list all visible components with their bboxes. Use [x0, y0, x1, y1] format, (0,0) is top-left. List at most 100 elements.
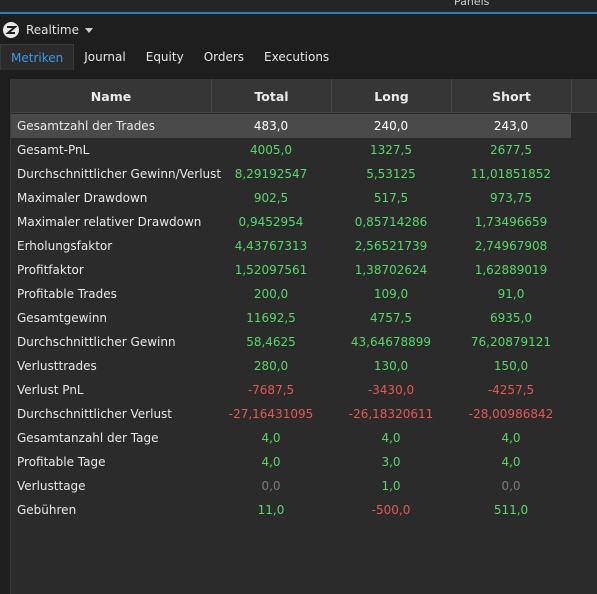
table-row[interactable]: Gesamtgewinn 11692,5 4757,5 6935,0 — [11, 306, 571, 330]
row-name: Maximaler relativer Drawdown — [17, 215, 202, 229]
row-long-value: 1327,5 — [370, 143, 412, 157]
row-short-value: 243,0 — [493, 119, 529, 133]
panel-header: Realtime — [0, 16, 597, 44]
row-total-value: 200,0 — [253, 287, 289, 301]
row-name: Profitable Trades — [17, 287, 117, 301]
row-short-value: 4,0 — [501, 431, 521, 445]
table-row[interactable]: Gesamtanzahl der Tage 4,0 4,0 4,0 — [11, 426, 571, 450]
row-short-value: 4,0 — [501, 455, 521, 469]
row-short-value: 150,0 — [493, 359, 529, 373]
row-name: Gesamtanzahl der Tage — [17, 431, 159, 445]
row-name: Durchschnittlicher Gewinn — [17, 335, 176, 349]
tab-bar: Metriken Journal Equity Orders Execution… — [0, 44, 597, 70]
row-name: Gesamt-PnL — [17, 143, 90, 157]
table-row[interactable]: Gesamt-PnL 4005,0 1327,5 2677,5 — [11, 138, 571, 162]
row-name: Gesamtgewinn — [17, 311, 108, 325]
tab-metriken[interactable]: Metriken — [0, 44, 75, 70]
row-short-value: 76,20879121 — [470, 335, 552, 349]
table-row[interactable]: Gebühren 11,0 -500,0 511,0 — [11, 498, 571, 522]
column-header-name[interactable]: Name — [11, 79, 212, 113]
table-row[interactable]: Verlusttage 0,0 1,0 0,0 — [11, 474, 571, 498]
row-long-value: 240,0 — [373, 119, 409, 133]
row-short-value: 973,75 — [490, 191, 532, 205]
table-row[interactable]: Maximaler Drawdown 902,5 517,5 973,75 — [11, 186, 571, 210]
row-short-value: 1,62889019 — [474, 263, 548, 277]
table-row[interactable]: Durchschnittlicher Gewinn/Verlust 8,29192… — [11, 162, 571, 186]
row-name: Durchschnittlicher Verlust — [17, 407, 173, 421]
table-row[interactable]: Gesamtzahl der Trades 483,0 240,0 243,0 — [11, 114, 571, 138]
row-long-value: 3,0 — [381, 455, 401, 469]
table-row[interactable]: Profitfaktor 1,52097561 1,38702624 1,628890… — [11, 258, 571, 282]
row-total-value: 0,9452954 — [238, 215, 304, 229]
row-total-value: 1,52097561 — [234, 263, 308, 277]
row-long-value: -26,18320611 — [348, 407, 434, 421]
row-total-value: 483,0 — [253, 119, 289, 133]
row-long-value: -3430,0 — [367, 383, 415, 397]
row-total-value: 58,4625 — [246, 335, 296, 349]
row-total-value: 4,43767313 — [234, 239, 308, 253]
row-name: Gebühren — [17, 503, 77, 517]
row-name: Verlusttage — [17, 479, 86, 493]
row-short-value: 91,0 — [497, 287, 525, 301]
row-long-value: 109,0 — [373, 287, 409, 301]
row-long-value: 130,0 — [373, 359, 409, 373]
row-total-value: 11,0 — [257, 503, 285, 517]
row-long-value: 1,38702624 — [354, 263, 428, 277]
row-total-value: 902,5 — [253, 191, 289, 205]
table-row[interactable]: Profitable Tage 4,0 3,0 4,0 — [11, 450, 571, 474]
row-total-value: 8,29192547 — [234, 167, 308, 181]
row-total-value: -7687,5 — [247, 383, 295, 397]
row-long-value: 4757,5 — [370, 311, 412, 325]
tab-equity[interactable]: Equity — [145, 50, 184, 64]
table-row[interactable]: Durchschnittlicher Gewinn 58,4625 43,64678… — [11, 330, 571, 354]
row-short-value: 2,74967908 — [474, 239, 548, 253]
row-long-value: 5,53125 — [366, 167, 416, 181]
row-long-value: -500,0 — [371, 503, 411, 517]
row-name: Durchschnittlicher Gewinn/Verlust — [17, 167, 222, 181]
panels-label[interactable]: Panels — [454, 0, 490, 8]
row-total-value: 280,0 — [253, 359, 289, 373]
tab-journal[interactable]: Journal — [84, 50, 126, 64]
row-short-value: -4257,5 — [487, 383, 535, 397]
row-short-value: -28,00986842 — [468, 407, 554, 421]
row-long-value: 1,0 — [381, 479, 401, 493]
table-row[interactable]: Erholungsfaktor 4,43767313 2,56521739 2,749… — [11, 234, 571, 258]
top-panel-bar: Panels — [0, 0, 597, 14]
row-total-value: 4,0 — [261, 431, 281, 445]
table-row[interactable]: Durchschnittlicher Verlust -27,16431095 -2… — [11, 402, 571, 426]
row-short-value: 1,73496659 — [474, 215, 548, 229]
row-total-value: 4005,0 — [250, 143, 292, 157]
metrics-table: Name Total Long Short Gesamtzahl der Tra… — [10, 79, 597, 594]
app-logo-icon — [3, 22, 19, 38]
tab-executions[interactable]: Executions — [264, 50, 330, 64]
table-row[interactable]: Maximaler relativer Drawdown 0,9452954 0,8… — [11, 210, 571, 234]
row-short-value: 0,0 — [501, 479, 521, 493]
column-header-total[interactable]: Total — [212, 79, 332, 113]
chevron-down-icon[interactable] — [84, 27, 93, 33]
row-short-value: 511,0 — [493, 503, 529, 517]
column-header-long[interactable]: Long — [332, 79, 452, 113]
row-name: Erholungsfaktor — [17, 239, 113, 253]
table-row[interactable]: Verlusttrades 280,0 130,0 150,0 — [11, 354, 571, 378]
table-header: Name Total Long Short — [11, 79, 597, 113]
column-header-short[interactable]: Short — [452, 79, 572, 113]
row-name: Maximaler Drawdown — [17, 191, 148, 205]
row-long-value: 517,5 — [373, 191, 409, 205]
tab-orders[interactable]: Orders — [203, 50, 245, 64]
row-total-value: -27,16431095 — [228, 407, 314, 421]
row-short-value: 11,01851852 — [470, 167, 552, 181]
row-short-value: 2677,5 — [490, 143, 532, 157]
row-long-value: 0,85714286 — [354, 215, 428, 229]
row-long-value: 4,0 — [381, 431, 401, 445]
row-short-value: 6935,0 — [490, 311, 532, 325]
row-name: Verlusttrades — [17, 359, 97, 373]
row-name: Verlust PnL — [17, 383, 84, 397]
table-row[interactable]: Profitable Trades 200,0 109,0 91,0 — [11, 282, 571, 306]
row-long-value: 2,56521739 — [354, 239, 428, 253]
table-row[interactable]: Verlust PnL -7687,5 -3430,0 -4257,5 — [11, 378, 571, 402]
realtime-dropdown-label[interactable]: Realtime — [26, 23, 79, 37]
row-long-value: 43,64678899 — [350, 335, 432, 349]
row-total-value: 11692,5 — [246, 311, 296, 325]
row-name: Profitfaktor — [17, 263, 84, 277]
row-total-value: 0,0 — [261, 479, 281, 493]
